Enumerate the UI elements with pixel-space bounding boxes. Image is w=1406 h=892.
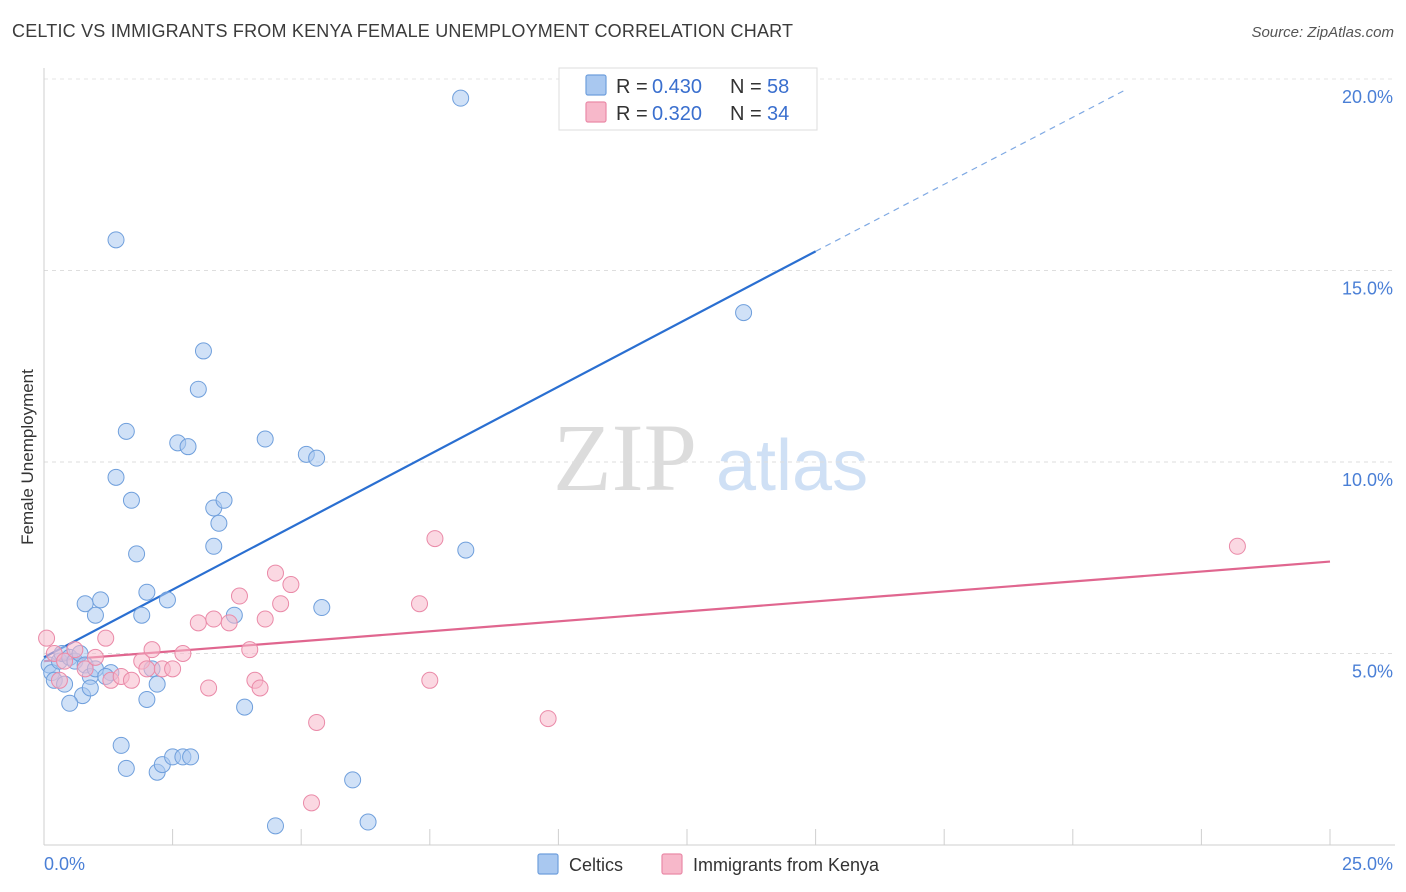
celtics-point-15 [86,606,104,624]
celtics-point-23 [107,231,125,249]
kenya-point-24 [256,610,274,628]
celtics-point-50 [344,771,362,789]
legend-r-value-celtics: 0.430 [652,76,702,98]
celtics-point-16 [92,591,110,609]
kenya-point-18 [205,610,223,628]
kenya-point-3 [66,641,84,659]
legend-swatch-celtics [585,74,607,96]
y-tick-label-2: 15.0% [1342,279,1393,299]
celtics-point-56 [148,675,166,693]
celtics-point-31 [158,591,176,609]
legend-r-value-kenya: 0.320 [652,103,702,125]
series-legend-swatch-celtics [537,853,559,875]
kenya-point-31 [421,671,439,689]
kenya-point-26 [272,595,290,613]
celtics-point-38 [194,342,212,360]
kenya-point-9 [122,671,140,689]
legend-swatch-kenya [585,101,607,123]
watermark-atlas: atlas [716,426,868,506]
celtics-point-42 [215,491,233,509]
trend-lines [43,89,1331,663]
celtics-point-55 [81,679,99,697]
x-tick-labels: 0.0% 25.0% [44,854,1393,874]
legend-n-label-celtics: N = [730,76,762,98]
kenya-point-32 [426,530,444,548]
grid-lines [44,78,1395,654]
kenya-point-15 [174,645,192,662]
data-points [38,89,1246,835]
x-tick-label-max: 25.0% [1342,854,1393,874]
celtics-point-36 [179,438,197,456]
celtics-point-19 [112,736,130,754]
kenya-trend-line [43,560,1331,663]
x-tick-label-min: 0.0% [44,854,85,874]
celtics-point-37 [189,380,207,398]
kenya-point-4 [76,660,94,678]
kenya-point-21 [241,641,259,659]
kenya-point-12 [143,641,161,659]
kenya-point-11 [138,660,156,678]
kenya-point-17 [200,679,218,697]
celtics-point-45 [256,430,274,448]
celtics-point-26 [138,583,156,601]
kenya-point-5 [86,648,104,666]
y-tick-label-3: 20.0% [1342,87,1393,107]
stats-legend: R = 0.430 N = 58 R = 0.320 N = 34 [558,67,818,131]
celtics-point-51 [359,813,377,831]
celtics-point-54 [735,304,753,322]
kenya-point-20 [230,587,248,605]
y-tick-label-0: 5.0% [1352,662,1393,682]
celtics-point-52 [452,89,470,107]
legend-n-value-celtics: 58 [767,76,789,98]
celtics-point-18 [107,468,125,486]
celtics-point-40 [210,514,228,532]
celtics-point-21 [122,491,140,509]
kenya-point-28 [302,794,320,812]
kenya-point-33 [539,710,557,728]
y-tick-label-1: 10.0% [1342,470,1393,490]
celtics-trend-line [43,250,817,659]
celtics-point-13 [61,694,79,712]
kenya-point-14 [164,660,182,678]
kenya-point-34 [1228,537,1246,555]
legend-n-label-kenya: N = [730,103,762,125]
source-label: Source: ZipAtlas.com [1251,24,1394,41]
series-legend-label-celtics: Celtics [569,855,623,875]
axes [43,68,1395,846]
kenya-point-16 [189,614,207,632]
celtics-point-25 [133,606,151,624]
celtics-point-22 [128,545,146,563]
celtics-trend-extension [815,89,1125,252]
celtics-point-48 [308,449,326,467]
celtics-point-53 [457,541,475,559]
series-legend-swatch-kenya [661,853,683,875]
kenya-point-30 [411,595,429,613]
kenya-point-23 [251,679,269,697]
celtics-point-24 [117,422,135,440]
legend-r-label-celtics: R = [616,76,648,98]
kenya-point-29 [308,713,326,731]
kenya-point-27 [282,576,300,594]
watermark-zip: ZIP [553,404,697,511]
chart-title: CELTIC VS IMMIGRANTS FROM KENYA FEMALE U… [12,21,794,41]
celtics-point-20 [117,759,135,777]
celtics-point-44 [236,698,254,716]
celtics-point-41 [205,537,223,555]
kenya-point-35 [50,671,68,689]
celtics-point-34 [182,748,200,766]
series-legend: Celtics Immigrants from Kenya [537,853,880,875]
celtics-point-46 [266,817,284,835]
legend-n-value-kenya: 34 [767,103,789,125]
kenya-point-2 [56,652,74,670]
celtics-point-49 [313,599,331,617]
kenya-point-6 [97,629,115,647]
kenya-point-25 [266,564,284,582]
y-tick-labels: 5.0% 10.0% 15.0% 20.0% [1342,87,1393,682]
celtics-point-27 [138,690,156,708]
legend-r-label-kenya: R = [616,103,648,125]
kenya-point-19 [220,614,238,632]
kenya-point-0 [38,629,56,647]
series-legend-label-kenya: Immigrants from Kenya [693,855,880,875]
